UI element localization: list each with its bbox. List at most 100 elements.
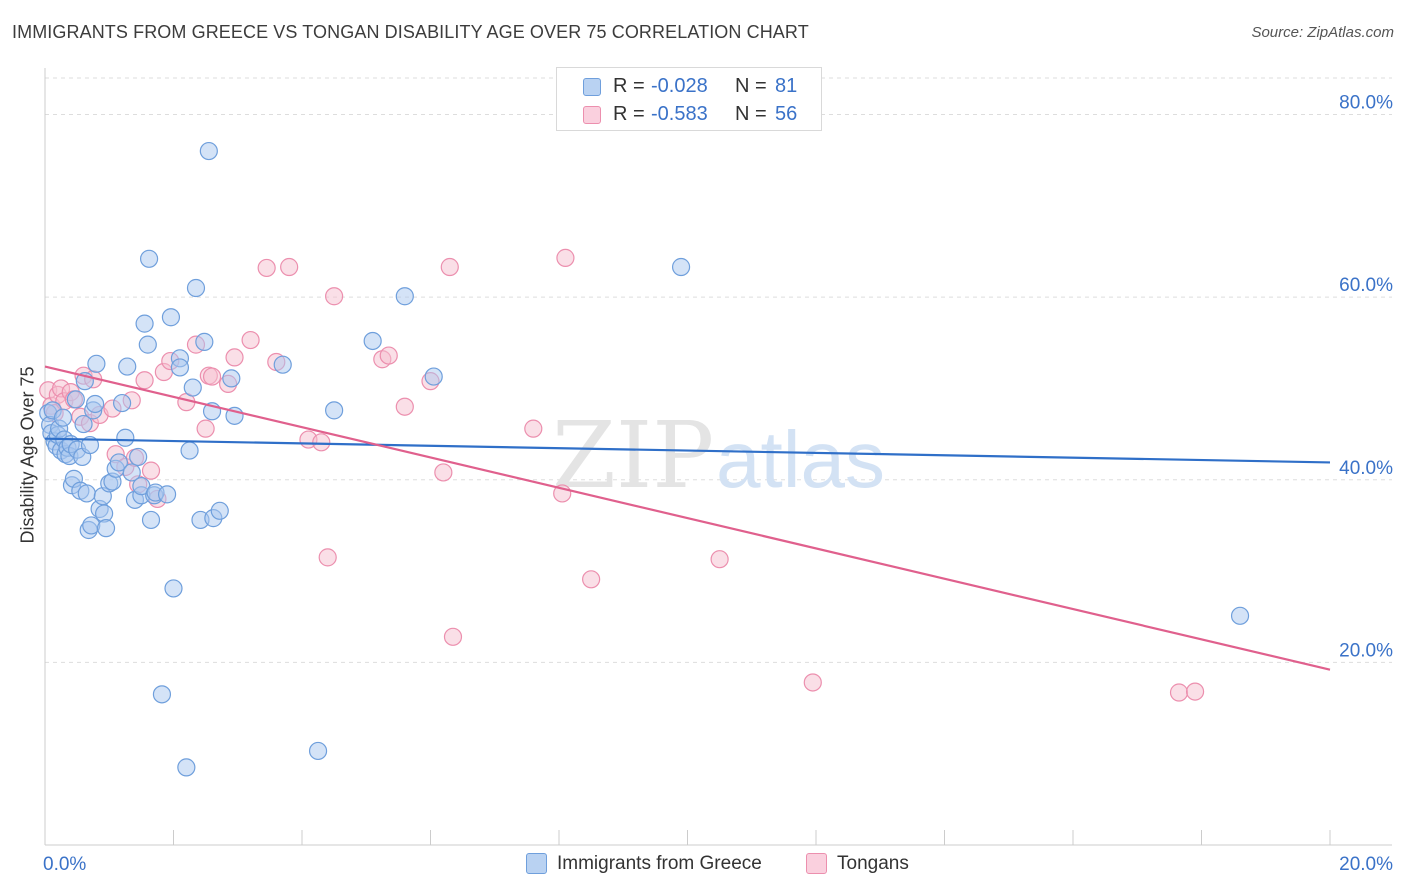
greece-point xyxy=(80,435,100,455)
greece-point xyxy=(199,141,218,161)
tongans-point xyxy=(257,258,276,278)
tongans-point xyxy=(556,248,575,267)
legend-n-label: N = xyxy=(735,75,767,97)
tongans-point xyxy=(241,330,260,350)
watermark: ZIP atlas xyxy=(552,402,885,509)
y-tick-label: 80.0% xyxy=(1339,93,1393,114)
greece-point xyxy=(222,369,241,388)
watermark-atlas: atlas xyxy=(716,415,885,504)
legend-row-tongans: R = -0.583 N = 56 xyxy=(557,101,821,129)
greece-point xyxy=(157,485,177,504)
greece-point xyxy=(138,335,157,354)
correlation-legend: R = -0.028 N = 81 R = -0.583 N = 56 xyxy=(556,67,822,131)
tongans-point xyxy=(1185,682,1205,701)
legend-swatch-tongans xyxy=(583,106,601,124)
tongans-point xyxy=(135,371,154,390)
greece-point xyxy=(195,332,214,351)
trend-lines xyxy=(44,365,1331,671)
greece-point xyxy=(141,510,161,530)
y-axis-label: Disability Age Over 75 xyxy=(17,366,38,544)
x-tick-label: 20.0% xyxy=(1339,854,1393,875)
tongans-point xyxy=(379,346,398,365)
greece-point xyxy=(53,408,73,427)
tongans-points xyxy=(39,248,1205,702)
legend-n-value: 81 xyxy=(775,75,798,97)
greece-point xyxy=(363,331,382,351)
tongans-point xyxy=(803,673,822,692)
legend-r-value: -0.583 xyxy=(651,103,708,125)
greece-point xyxy=(139,249,159,268)
axes xyxy=(44,68,1392,846)
greece-point xyxy=(170,358,190,377)
x-tick-label: 0.0% xyxy=(43,854,86,875)
legend-swatch-greece xyxy=(526,853,547,874)
tongans-point xyxy=(318,548,337,567)
greece-point xyxy=(180,441,199,460)
y-tick-label: 40.0% xyxy=(1339,458,1393,479)
greece-point xyxy=(395,287,414,306)
greece-point xyxy=(122,463,141,482)
chart-title: IMMIGRANTS FROM GREECE VS TONGAN DISABIL… xyxy=(12,22,809,42)
legend-swatch-tongans xyxy=(806,853,827,874)
greece-point xyxy=(152,685,172,704)
legend-label-tongans: Tongans xyxy=(837,853,909,874)
legend-r-label: R = xyxy=(613,75,645,97)
legend-row-greece: R = -0.028 N = 81 xyxy=(557,73,821,101)
tongans-point xyxy=(395,397,414,416)
greece-point xyxy=(424,367,443,386)
tongans-point xyxy=(141,461,161,480)
greece-trend-line xyxy=(44,437,1331,464)
tongans-point xyxy=(325,287,344,306)
tongans-point xyxy=(225,348,244,367)
tongans-point xyxy=(280,257,299,277)
greece-point xyxy=(135,314,154,333)
greece-point xyxy=(87,354,106,373)
greece-point xyxy=(308,741,328,761)
greece-point xyxy=(118,357,137,376)
legend-label-greece: Immigrants from Greece xyxy=(557,853,762,874)
tongans-point xyxy=(582,570,601,589)
tongans-point xyxy=(202,367,222,386)
greece-point xyxy=(183,378,202,397)
tongans-point xyxy=(196,419,215,438)
legend-swatch-greece xyxy=(583,78,601,96)
greece-point xyxy=(671,257,691,277)
gridlines xyxy=(45,77,1392,663)
tongans-trend-line xyxy=(44,365,1331,671)
y-tick-label: 20.0% xyxy=(1339,640,1393,661)
tongans-point xyxy=(312,433,331,452)
y-tick-label: 60.0% xyxy=(1339,275,1393,296)
tick-labels: 20.0% 40.0% 60.0% 80.0% 0.0% 20.0% xyxy=(43,93,1393,875)
legend-n-label: N = xyxy=(735,103,767,125)
greece-point xyxy=(161,308,181,327)
tongans-point xyxy=(443,627,463,646)
greece-point xyxy=(210,501,229,520)
legend-r-label: R = xyxy=(613,103,645,125)
greece-point xyxy=(325,401,344,420)
greece-point xyxy=(177,758,196,777)
greece-point xyxy=(96,519,116,538)
legend-r-value: -0.028 xyxy=(651,75,708,97)
source-label: Source: ZipAtlas.com xyxy=(1251,24,1394,41)
greece-point xyxy=(112,393,132,413)
greece-point xyxy=(116,428,135,447)
greece-point xyxy=(164,579,183,598)
greece-point xyxy=(273,355,292,374)
watermark-zip: ZIP xyxy=(552,402,714,509)
legend-n-value: 56 xyxy=(775,103,798,125)
greece-point xyxy=(66,390,85,409)
greece-point xyxy=(186,278,206,298)
greece-point xyxy=(77,484,96,503)
greece-point xyxy=(86,394,105,414)
tongans-point xyxy=(434,463,453,482)
greece-point xyxy=(129,447,148,467)
tongans-point xyxy=(440,257,459,277)
greece-point xyxy=(74,414,93,434)
tongans-point xyxy=(1169,683,1189,702)
series-legend: Immigrants from Greece Tongans xyxy=(0,852,1406,878)
tongans-point xyxy=(710,550,729,569)
greece-point xyxy=(109,453,128,472)
greece-point xyxy=(1230,606,1250,625)
tongans-point xyxy=(524,419,543,438)
